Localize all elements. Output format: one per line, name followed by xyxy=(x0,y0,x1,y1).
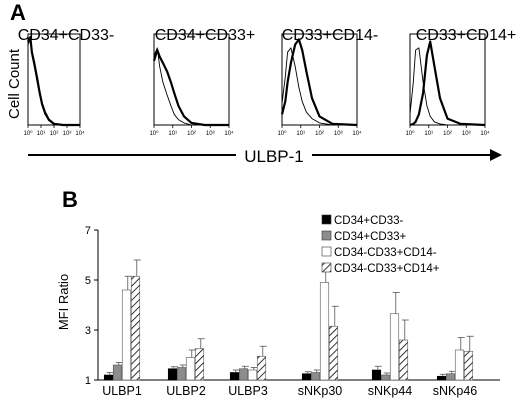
y-tick-label: 7 xyxy=(85,225,91,237)
bar xyxy=(389,313,400,381)
legend-swatch xyxy=(321,214,332,225)
x-tick-label: 10⁰ xyxy=(277,130,287,137)
bar xyxy=(328,325,339,381)
legend-label: CD34-CD33+CD14- xyxy=(334,247,437,259)
x-tick-label: sNKp46 xyxy=(433,384,478,398)
y-tick-label: 1 xyxy=(85,375,91,387)
x-tick-label: 10³ xyxy=(334,131,343,137)
x-tick-label: 10² xyxy=(443,131,452,137)
x-tick-label: 10² xyxy=(50,131,59,137)
histogram-control-line xyxy=(409,47,485,126)
x-tick-label: 10⁴ xyxy=(224,130,234,137)
bar xyxy=(463,350,474,381)
panel-b-label: B xyxy=(62,187,78,212)
histogram-title: CD34+CD33- xyxy=(18,27,114,44)
x-tick-label: 10⁴ xyxy=(75,130,85,137)
x-tick-label: sNKp30 xyxy=(298,384,343,398)
bar xyxy=(380,374,391,381)
x-tick-label: sNKp44 xyxy=(368,384,413,398)
histogram-frame xyxy=(281,33,358,126)
x-tick-label: 10¹ xyxy=(296,131,305,137)
panel-a-label: A xyxy=(10,0,26,25)
x-tick-label: ULBP2 xyxy=(166,384,206,398)
bar xyxy=(112,364,123,381)
histogram-frame xyxy=(27,33,81,126)
histogram-frame xyxy=(409,33,486,126)
x-tick-label: 10⁰ xyxy=(405,130,415,137)
histogram-stain-line xyxy=(280,38,358,127)
bar xyxy=(310,372,321,381)
legend-label: CD34-CD33+CD14+ xyxy=(334,263,440,275)
legend: CD34+CD33- CD34+CD33+ CD34-CD33+CD14- CD34-… xyxy=(321,214,440,275)
bar xyxy=(247,369,258,381)
bar xyxy=(371,369,382,381)
panel-a-ylabel: Cell Count xyxy=(6,48,23,119)
x-tick-label: 10² xyxy=(187,131,196,137)
histogram-stain-line xyxy=(152,49,229,127)
x-tick-label: 10³ xyxy=(206,131,215,137)
y-tick-label: 3 xyxy=(85,325,91,337)
bar xyxy=(238,368,249,381)
panel-b-ylabel: MFI Ratio xyxy=(56,274,71,330)
bar xyxy=(454,349,465,381)
legend-swatch xyxy=(321,230,332,241)
bar xyxy=(121,289,132,381)
x-tick-label: 10¹ xyxy=(424,131,433,137)
bar xyxy=(229,372,240,381)
bar xyxy=(176,367,187,381)
bar xyxy=(319,282,330,381)
histogram-title: CD33+CD14- xyxy=(282,27,378,44)
y-tick-label: 5 xyxy=(85,275,91,287)
x-tick-label: 10¹ xyxy=(168,131,177,137)
x-tick-label: 10⁴ xyxy=(480,130,490,137)
bar xyxy=(194,348,205,381)
histogram-stain-line xyxy=(409,40,486,127)
x-tick-label: 10² xyxy=(315,131,324,137)
legend-label: CD34+CD33- xyxy=(334,215,404,227)
panel-a-xlabel: ULBP-1 xyxy=(244,147,304,166)
x-tick-label: 10⁰ xyxy=(23,130,33,137)
bar xyxy=(185,357,196,381)
histogram-frame xyxy=(153,33,230,126)
histogram-stain-line xyxy=(27,36,80,127)
x-tick-label: 10³ xyxy=(462,131,471,137)
bar xyxy=(445,373,456,381)
x-tick-label: 10⁰ xyxy=(149,130,159,137)
histogram-title: CD34+CD33+ xyxy=(155,27,256,44)
bar xyxy=(167,368,178,381)
legend-label: CD34+CD33+ xyxy=(334,231,407,243)
histogram-control-line xyxy=(27,38,80,126)
arrow-label-background xyxy=(236,144,312,166)
bar xyxy=(301,373,312,381)
bar xyxy=(130,275,141,381)
bar xyxy=(398,339,409,381)
histogram-control-line xyxy=(153,47,229,126)
x-tick-label: ULBP1 xyxy=(102,384,142,398)
panel-b-bar-chart: 1 3 5 7 ULBP1 ULBP2 ULBP3 sNKp30 sNKp44 sNKp46 CD3… xyxy=(85,214,500,398)
histogram-title: CD33+CD14+ xyxy=(416,27,517,44)
bar xyxy=(103,374,114,381)
bar xyxy=(436,375,447,381)
legend-swatch xyxy=(321,262,332,273)
x-tick-label: 10⁴ xyxy=(352,130,362,137)
histogram-control-line xyxy=(281,47,357,126)
x-tick-label: 10¹ xyxy=(37,131,46,137)
legend-swatch xyxy=(321,246,332,257)
x-tick-label: ULBP3 xyxy=(228,384,268,398)
bar xyxy=(256,355,267,381)
x-tick-label: 10³ xyxy=(63,131,72,137)
